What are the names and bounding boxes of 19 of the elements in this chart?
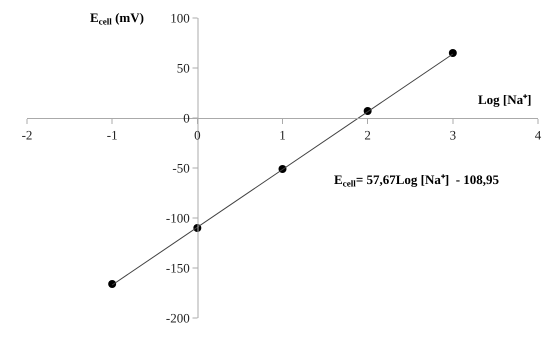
x-tick-label: 2 <box>364 128 371 143</box>
x-tick-label: -2 <box>22 128 32 143</box>
point <box>108 280 116 288</box>
y-tick-label: -100 <box>166 210 190 226</box>
annotation: E$_{cell}$= 57,67Log [Na⁺] - 108,95 <box>334 172 500 189</box>
y-axis-title: E$_{cell}$ (mV) <box>90 10 144 27</box>
x-tick-label: 3 <box>450 128 456 143</box>
y-tick-label: 50 <box>176 60 190 76</box>
y-tick-label: 100 <box>170 10 190 26</box>
x-tick-label: 1 <box>279 128 286 143</box>
y-tick-label: -150 <box>166 260 190 276</box>
y-tick-label: 0 <box>183 110 190 126</box>
x-tick-label: -1 <box>106 128 118 143</box>
y-tick-label: -50 <box>172 160 190 176</box>
x-tick-label: 4 <box>534 128 542 143</box>
x-tick-label: 0 <box>194 128 201 143</box>
x-axis-title: Log [Na⁺] <box>478 92 532 107</box>
point <box>448 49 457 57</box>
y-tick-label: -200 <box>166 310 190 326</box>
